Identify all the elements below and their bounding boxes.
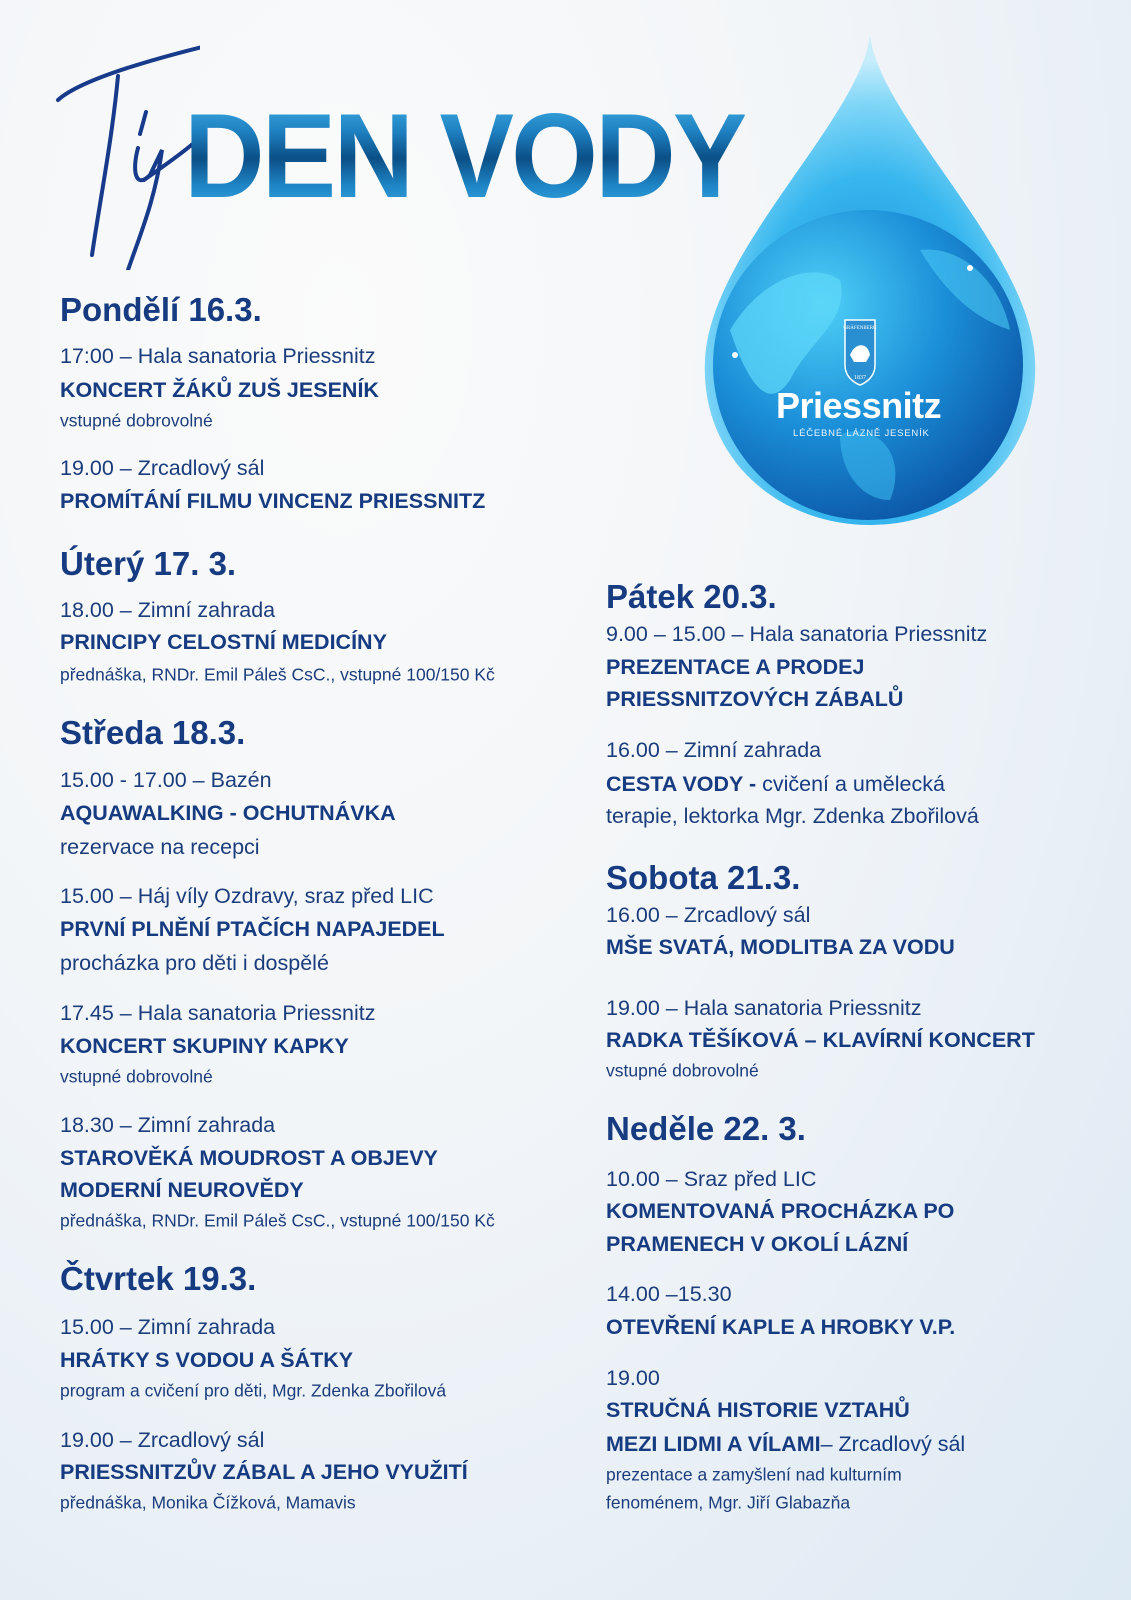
event-note: vstupné dobrovolné — [606, 1060, 759, 1081]
event-title: PREZENTACE A PRODEJ — [606, 655, 865, 680]
priessnitz-logo-tagline: LÉČEBNÉ LÁZNĚ JESENÍK — [793, 428, 930, 439]
day-heading: Neděle 22. 3. — [606, 1109, 806, 1147]
day-heading: Úterý 17. 3. — [60, 544, 237, 582]
event-title: PRIESSNITZŮV ZÁBAL A JEHO VYUŽITÍ — [60, 1460, 468, 1485]
water-drop-globe-image: GRÄFENBERG 1837 — [704, 35, 1036, 525]
day-heading: Pondělí 16.3. — [60, 290, 262, 328]
event-time-place: 10.00 – Sraz před LIC — [606, 1167, 817, 1192]
event-title: PROMÍTÁNÍ FILMU VINCENZ PRIESSNITZ — [60, 489, 486, 514]
event-time-place: 17.45 – Hala sanatoria Priessnitz — [60, 1001, 376, 1026]
event-note: vstupné dobrovolné — [60, 1066, 213, 1087]
event-note: vstupné dobrovolné — [60, 410, 213, 431]
event-time-place: 16.00 – Zrcadlový sál — [606, 903, 811, 928]
event-title: STRUČNÁ HISTORIE VZTAHŮ — [606, 1398, 910, 1423]
event-title: MŠE SVATÁ, MODLITBA ZA VODU — [606, 935, 955, 960]
priessnitz-logo-name: Priessnitz — [776, 385, 942, 426]
script-ty-lettering — [56, 45, 200, 270]
event-title: STAROVĚKÁ MOUDROST A OBJEVY — [60, 1146, 438, 1171]
event-time-place: 18.30 – Zimní zahrada — [60, 1113, 276, 1138]
event-title: KONCERT SKUPINY KAPKY — [60, 1034, 349, 1059]
event-time-place: 16.00 – Zimní zahrada — [606, 738, 822, 763]
event-time-place: 19.00 — [606, 1366, 660, 1391]
event-note: přednáška, RNDr. Emil Páleš CsC., vstupn… — [60, 1210, 495, 1231]
event-time-place: 15.00 – Zimní zahrada — [60, 1315, 276, 1340]
event-note: prezentace a zamyšlení nad kulturním — [606, 1464, 902, 1485]
crest-text: GRÄFENBERG — [843, 325, 877, 331]
page-title: DEN VODY — [184, 89, 747, 223]
event-time-place: 19.00 – Zrcadlový sál — [60, 456, 265, 481]
event-title: KONCERT ŽÁKŮ ZUŠ JESENÍK — [60, 378, 379, 403]
crest-year: 1837 — [854, 375, 866, 381]
event-title: RADKA TĚŠÍKOVÁ – KLAVÍRNÍ KONCERT — [606, 1028, 1035, 1053]
day-heading: Středa 18.3. — [60, 713, 246, 751]
event-title: PRVNÍ PLNĚNÍ PTAČÍCH NAPAJEDEL — [60, 917, 445, 942]
event-title: KOMENTOVANÁ PROCHÁZKA PO — [606, 1199, 955, 1224]
day-heading: Pátek 20.3. — [606, 577, 777, 615]
event-note: přednáška, RNDr. Emil Páleš CsC., vstupn… — [60, 664, 495, 685]
event-title: PRAMENECH V OKOLÍ LÁZNÍ — [606, 1232, 909, 1257]
day-heading: Sobota 21.3. — [606, 858, 801, 896]
event-title-bold: CESTA VODY - — [606, 772, 757, 797]
event-time-place: 9.00 – 15.00 – Hala sanatoria Priessnitz — [606, 622, 988, 647]
event-note: fenoménem, Mgr. Jiří Glabazňa — [606, 1492, 851, 1513]
event-time-place: 15.00 – Háj víly Ozdravy, sraz před LIC — [60, 884, 434, 909]
event-note: procházka pro děti i dospělé — [60, 951, 329, 976]
event-title: PRIESSNITZOVÝCH ZÁBALŮ — [606, 687, 904, 712]
event-time-place: 19.00 – Hala sanatoria Priessnitz — [606, 996, 922, 1021]
event-time-place: 15.00 - 17.00 – Bazén — [60, 768, 272, 793]
event-note: program a cvičení pro děti, Mgr. Zdenka … — [60, 1380, 447, 1401]
event-title-detail: cvičení a umělecká — [756, 772, 945, 797]
event-time-place: 14.00 –15.30 — [606, 1282, 732, 1307]
event-title-mixed: CESTA VODY - cvičení a umělecká — [606, 772, 945, 797]
event-time-place: 18.00 – Zimní zahrada — [60, 598, 276, 623]
event-note: přednáška, Monika Čížková, Mamavis — [60, 1492, 356, 1513]
event-note: terapie, lektorka Mgr. Zdenka Zbořilová — [606, 804, 979, 829]
event-title: OTEVŘENÍ KAPLE A HROBKY V.P. — [606, 1315, 956, 1340]
event-title: HRÁTKY S VODOU A ŠÁTKY — [60, 1348, 354, 1373]
event-time-place: 17:00 – Hala sanatoria Priessnitz — [60, 344, 376, 369]
event-note: rezervace na recepci — [60, 835, 260, 860]
event-time-place: 19.00 – Zrcadlový sál — [60, 1428, 265, 1453]
day-heading: Čtvrtek 19.3. — [60, 1259, 257, 1297]
event-title-bold: MEZI LIDMI A VÍLAMI — [606, 1432, 821, 1457]
event-title: PRINCIPY CELOSTNÍ MEDICÍNY — [60, 630, 387, 655]
event-title: AQUAWALKING - OCHUTNÁVKA — [60, 801, 396, 826]
event-title: MODERNÍ NEUROVĚDY — [60, 1178, 304, 1203]
event-title-detail: – Zrcadlový sál — [820, 1432, 966, 1457]
event-title-mixed: MEZI LIDMI A VÍLAMI– Zrcadlový sál — [606, 1432, 966, 1457]
